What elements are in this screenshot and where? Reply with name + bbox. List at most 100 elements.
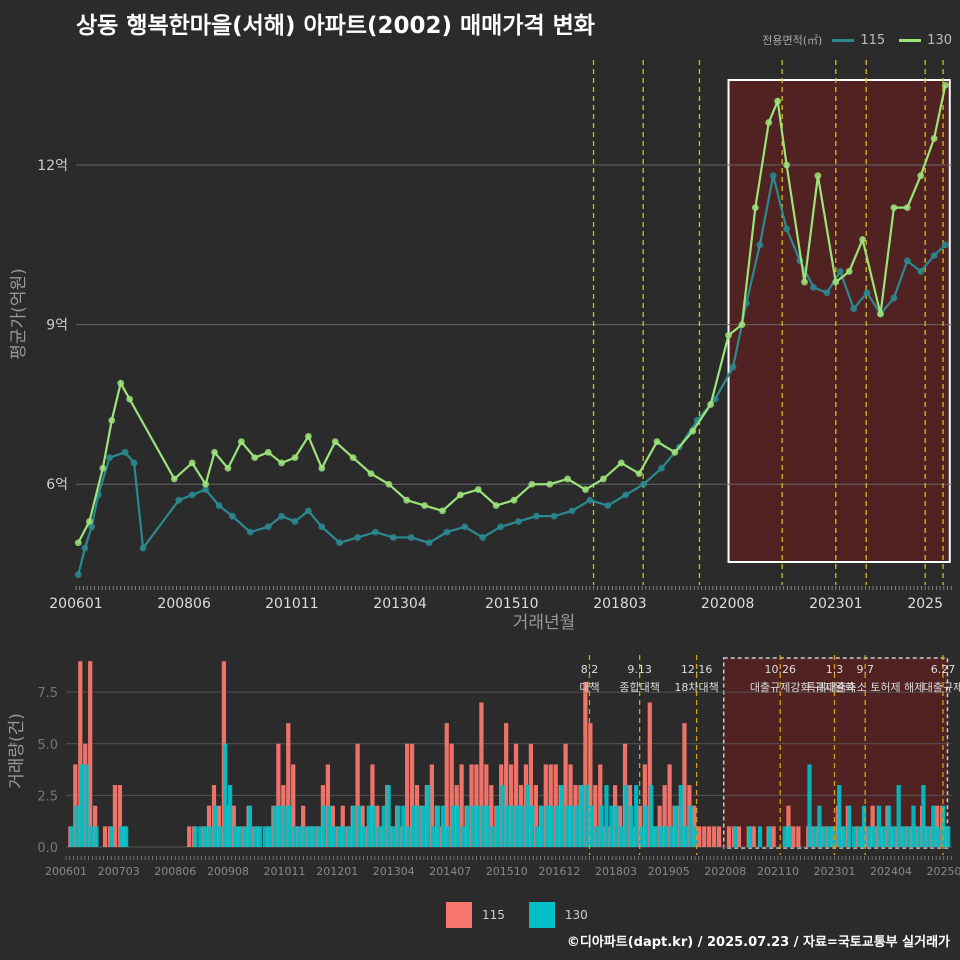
volume-bar-115 [102,826,108,847]
volume-x-tick-label: 200908 [207,865,249,878]
volume-bar-130 [470,805,475,847]
volume-bar-130 [257,826,262,847]
y-tick-label: 12억 [37,158,68,174]
volume-bar-130 [767,826,773,847]
volume-bar-130 [510,805,515,847]
series-point-130 [845,268,853,275]
volume-bar-130 [936,826,941,847]
volume-bar-130 [94,826,99,847]
volume-x-tick-label: 202507 [926,865,960,878]
volume-bar-130 [292,826,297,847]
volume-bar-115 [934,805,940,847]
volume-bar-130 [490,826,495,847]
volume-bar-130 [119,826,124,847]
volume-bar-130 [658,826,664,847]
series-point-130 [211,448,218,456]
series-point-115 [336,539,344,547]
volume-bar-130 [535,826,540,847]
volume-bar-130 [356,805,361,847]
volume-bar-115 [375,805,380,847]
volume-bar-130 [678,785,683,847]
volume-bar-115 [786,805,791,847]
series-point-130 [917,172,925,180]
volume-bar-130 [901,826,906,847]
series-point-130 [877,310,884,318]
volume-bar-130 [401,805,406,847]
x-tick-label: 201803 [593,596,646,612]
series-point-115 [461,523,469,531]
series-point-130 [349,454,357,462]
volume-x-tick-label: 202301 [813,865,855,878]
volume-bar-130 [475,805,480,847]
volume-bar-130 [312,826,317,847]
volume-bar-130 [69,826,74,847]
volume-bar-130 [435,805,441,847]
series-point-130 [564,475,572,483]
y-tick-label: 6억 [46,477,68,493]
volume-bar-130 [856,826,862,847]
x-tick-label: 200601 [49,596,102,612]
volume-bar-130 [351,805,357,847]
volume-bar-130 [747,826,753,847]
volume-bar-130 [525,785,530,847]
volume-bar-115 [657,805,662,847]
series-point-130 [707,401,715,408]
volume-bar-115 [206,805,212,847]
series-point-115 [202,486,210,493]
series-point-130 [930,135,938,142]
volume-bar-115 [231,805,236,847]
volume-legend-label-115: 115 [482,908,505,922]
volume-x-tick-label: 201407 [429,865,471,878]
volume-bar-130 [822,826,827,847]
volume-bar-130 [440,805,446,847]
volume-bar-130 [421,805,426,847]
chart-title: 상동 행복한마을(서해) 아파트(2002) 매매가격 변화 [76,13,595,39]
series-point-130 [385,480,393,488]
volume-bar-130 [237,826,243,847]
volume-chart: 0.0 2.5 5.0 7.5 8.2 대책 9.13 종합대책 12.16 18차대책 10.26… [7,655,960,878]
volume-bar-115 [563,743,568,847]
volume-bar-130 [896,785,901,847]
volume-bar-130 [787,826,792,847]
volume-bar-115 [291,764,296,847]
volume-bar-130 [866,826,872,847]
volume-bar-115 [444,723,449,847]
x-tick-label: 201011 [265,596,318,612]
volume-bar-130 [916,826,921,847]
series-point-130 [859,236,867,243]
volume-bar-130 [604,785,609,847]
series-point-115 [88,523,96,531]
series-point-130 [421,502,429,509]
volume-bar-115 [405,743,410,847]
volume-bar-130 [213,805,218,847]
volume-bar-130 [416,805,421,847]
volume-bar-115 [93,805,98,847]
volume-bar-130 [252,826,257,847]
series-point-115 [604,502,612,509]
series-point-115 [890,294,898,302]
volume-x-tick-label: 200703 [98,865,140,878]
volume-bar-115 [712,826,717,847]
volume-bar-130 [663,826,669,847]
volume-bar-130 [282,805,287,847]
volume-x-tick-label: 201612 [538,865,580,878]
series-point-130 [86,518,93,525]
series-point-115 [810,284,817,291]
series-point-115 [823,289,831,297]
series-point-115 [246,528,254,536]
volume-bar-130 [584,785,589,847]
series-point-115 [850,305,858,313]
volume-bar-130 [599,805,604,847]
volume-bar-130 [302,826,307,847]
volume-bar-130 [926,826,931,847]
volume-x-tick-label: 202110 [757,865,799,878]
volume-bar-130 [208,826,213,847]
policy-label: 18차대책 [674,681,718,694]
volume-bar-115 [588,723,593,847]
volume-bar-130 [530,805,535,847]
volume-bar-130 [376,826,381,847]
volume-bar-130 [847,805,852,847]
volume-bar-115 [528,743,534,847]
series-point-115 [586,496,594,504]
series-point-115 [550,512,558,520]
